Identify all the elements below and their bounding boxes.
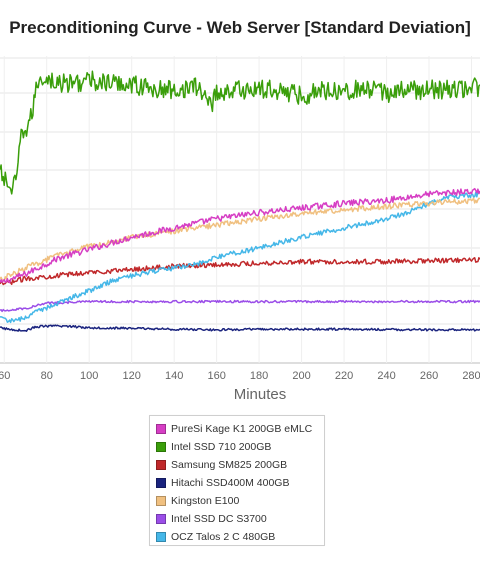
series-line	[0, 187, 480, 284]
legend-label: OCZ Talos 2 C 480GB	[171, 531, 276, 543]
x-tick-label: 280	[462, 370, 480, 382]
legend-label: Samsung SM825 200GB	[171, 459, 288, 471]
legend-item: OCZ Talos 2 C 480GB	[156, 528, 324, 546]
legend-label: PureSi Kage K1 200GB eMLC	[171, 423, 313, 435]
legend-label: Kingston E100	[171, 495, 240, 507]
x-tick-label: 80	[41, 370, 53, 382]
x-tick-label: 160	[207, 370, 225, 382]
legend-swatch	[156, 514, 166, 524]
legend-swatch	[156, 532, 166, 542]
legend-swatch	[156, 496, 166, 506]
series-line	[0, 70, 480, 195]
x-tick-label: 220	[335, 370, 353, 382]
legend-label: Intel SSD DC S3700	[171, 513, 267, 525]
legend-swatch	[156, 478, 166, 488]
legend-swatch	[156, 460, 166, 470]
chart-title: Preconditioning Curve - Web Server [Stan…	[9, 18, 471, 37]
x-tick-label: 140	[165, 370, 183, 382]
series-lines	[0, 70, 480, 332]
x-tick-labels: 60 80 100 120 140 160 180 200 220 240 260 280	[0, 370, 480, 382]
series-line	[0, 197, 480, 282]
legend-label: Intel SSD 710 200GB	[171, 441, 272, 453]
series-line	[0, 191, 480, 324]
legend-item: Intel SSD DC S3700	[156, 510, 324, 528]
legend-item: Hitachi SSD400M 400GB	[156, 474, 324, 492]
x-tick-label: 100	[80, 370, 98, 382]
legend-swatch	[156, 424, 166, 434]
x-tick-label: 180	[250, 370, 268, 382]
x-axis-label: Minutes	[233, 386, 287, 403]
x-tick-label: 260	[420, 370, 438, 382]
legend-item: PureSi Kage K1 200GB eMLC	[156, 420, 324, 438]
x-tick-label: 240	[377, 370, 395, 382]
grid-lines	[0, 56, 480, 364]
x-tick-label: 120	[123, 370, 141, 382]
legend-swatch	[156, 442, 166, 452]
x-tick-label: 60	[0, 370, 10, 382]
x-tick-label: 200	[292, 370, 310, 382]
legend-item: Intel SSD 710 200GB	[156, 438, 324, 456]
legend-item: Samsung SM825 200GB	[156, 456, 324, 474]
series-line	[0, 257, 480, 286]
legend-label: Hitachi SSD400M 400GB	[171, 477, 290, 489]
legend: PureSi Kage K1 200GB eMLC Intel SSD 710 2…	[149, 415, 325, 546]
series-line	[0, 324, 480, 332]
legend-item: Kingston E100	[156, 492, 324, 510]
series-line	[0, 299, 480, 313]
